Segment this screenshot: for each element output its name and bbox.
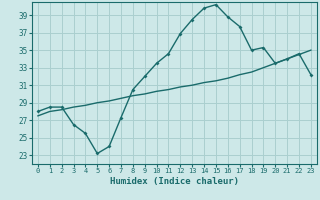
X-axis label: Humidex (Indice chaleur): Humidex (Indice chaleur) — [110, 177, 239, 186]
